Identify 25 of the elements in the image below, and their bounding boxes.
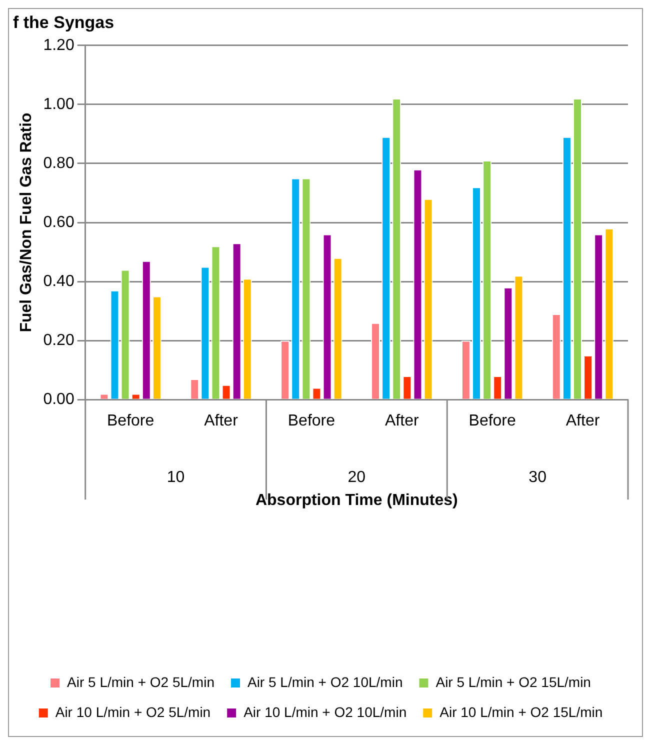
y-tick-label: 1.00: [43, 96, 74, 113]
chart-title: f the Syngas: [13, 12, 114, 32]
x-tick-label: After: [204, 412, 239, 430]
x-tick-label: After: [384, 412, 420, 430]
x-axis-title: Absorption Time (Minutes): [255, 492, 458, 509]
y-tick-label: 0.80: [43, 154, 74, 172]
x-tick-label: Before: [288, 412, 336, 430]
y-tick-label: 0.00: [43, 391, 74, 408]
y-tick-label: 0.60: [43, 214, 74, 231]
legend-label: Air 5 L/min + O2 5L/min: [67, 674, 214, 690]
legend-label: Air 5 L/min + O2 10L/min: [247, 674, 403, 690]
legend-label: Air 10 L/min + O2 5L/min: [55, 704, 211, 720]
legend-label: Air 5 L/min + O2 15L/min: [436, 674, 591, 690]
legend-label: Air 10 L/min + O2 15L/min: [440, 704, 603, 720]
legend-label: Air 10 L/min + O2 10L/min: [244, 704, 407, 720]
text: 10: [166, 469, 185, 486]
y-axis-title: Fuel Gas/Non Fuel Gas Ratio: [18, 112, 36, 332]
x-tick-label: After: [566, 412, 600, 430]
x-tick-label: Before: [468, 412, 516, 430]
x-tick-label: Before: [106, 412, 154, 430]
text: 30: [528, 469, 547, 486]
y-tick-label: 0.20: [43, 332, 74, 349]
y-tick-label: 0.40: [43, 272, 74, 290]
text: 20: [348, 469, 366, 486]
y-tick-label: 1.20: [43, 36, 74, 54]
